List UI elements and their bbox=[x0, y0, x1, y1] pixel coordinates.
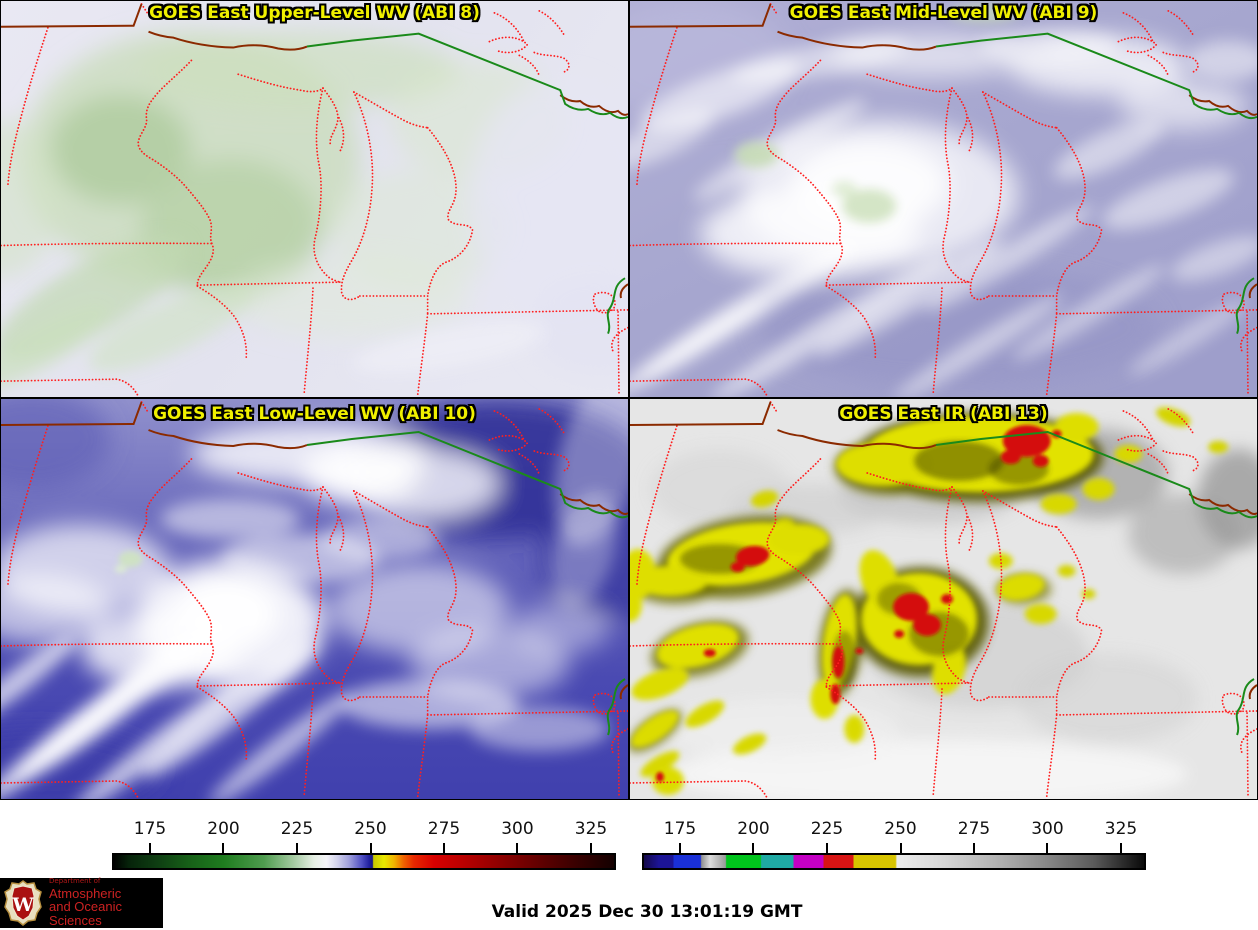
colorbar-tick-label: 250 bbox=[884, 819, 917, 839]
colorbar-tick-label: 200 bbox=[737, 819, 770, 839]
logo-line-2: and Oceanic Sciences bbox=[49, 899, 122, 928]
satellite-panel-low-wv: GOES East Low-Level WV (ABI 10) bbox=[0, 398, 629, 800]
colorbar-tick-mark bbox=[369, 843, 372, 853]
satellite-image-mid-wv bbox=[630, 1, 1257, 397]
colorbar-tick-label: 250 bbox=[354, 819, 387, 839]
logo-line-1: Atmospheric bbox=[49, 885, 122, 901]
colorbar-tick-mark bbox=[442, 843, 445, 853]
colorbar-tick-mark bbox=[752, 843, 755, 853]
satellite-image-low-wv bbox=[1, 399, 628, 799]
colorbar-tick-label: 225 bbox=[280, 819, 314, 839]
logo-dept-line: Department of bbox=[49, 877, 101, 886]
colorbar-wv: 175 200 225 250 275 300 325 bbox=[112, 818, 616, 872]
colorbar-tick-mark bbox=[516, 843, 519, 853]
colorbar-ir-gradient bbox=[642, 853, 1146, 870]
uw-crest-icon: W bbox=[4, 880, 42, 926]
colorbar-tick-label: 300 bbox=[501, 819, 534, 839]
colorbar-tick-label: 175 bbox=[133, 819, 167, 839]
colorbar-tick-label: 300 bbox=[1031, 819, 1064, 839]
colorbar-tick-mark bbox=[149, 843, 151, 853]
colorbar-tick-label: 325 bbox=[574, 819, 608, 839]
colorbar-tick-mark bbox=[222, 843, 225, 853]
colorbar-tick-mark bbox=[972, 843, 975, 853]
colorbar-tick-mark bbox=[296, 843, 299, 853]
satellite-image-upper-wv bbox=[1, 1, 628, 397]
satellite-panel-ir: GOES East IR (ABI 13) bbox=[629, 398, 1258, 800]
colorbar-tick-label: 275 bbox=[427, 819, 461, 839]
colorbar-tick-label: 175 bbox=[663, 819, 697, 839]
satellite-panel-upper-wv: GOES East Upper-Level WV (ABI 8) bbox=[0, 0, 629, 398]
colorbar-tick-mark bbox=[679, 843, 681, 853]
colorbar-tick-mark bbox=[899, 843, 902, 853]
satellite-image-ir bbox=[630, 399, 1257, 799]
satellite-panel-mid-wv: GOES East Mid-Level WV (ABI 9) bbox=[629, 0, 1258, 398]
colorbar-ir: 175 200 225 250 275 300 325 bbox=[642, 818, 1146, 872]
colorbar-tick-mark bbox=[826, 843, 829, 853]
colorbar-tick-label: 325 bbox=[1104, 819, 1138, 839]
colorbar-tick-mark bbox=[590, 843, 592, 853]
colorbar-wv-gradient bbox=[112, 853, 616, 870]
uw-monogram: W bbox=[11, 894, 34, 916]
uw-aos-logo: W Department of Atmospheric and Oceanic … bbox=[0, 878, 163, 928]
colorbar-tick-mark bbox=[1120, 843, 1122, 853]
colorbar-tick-label: 275 bbox=[957, 819, 991, 839]
valid-timestamp: Valid 2025 Dec 30 13:01:19 GMT bbox=[491, 902, 803, 922]
colorbar-tick-label: 200 bbox=[207, 819, 240, 839]
colorbar-tick-label: 225 bbox=[810, 819, 844, 839]
colorbar-tick-mark bbox=[1046, 843, 1049, 853]
